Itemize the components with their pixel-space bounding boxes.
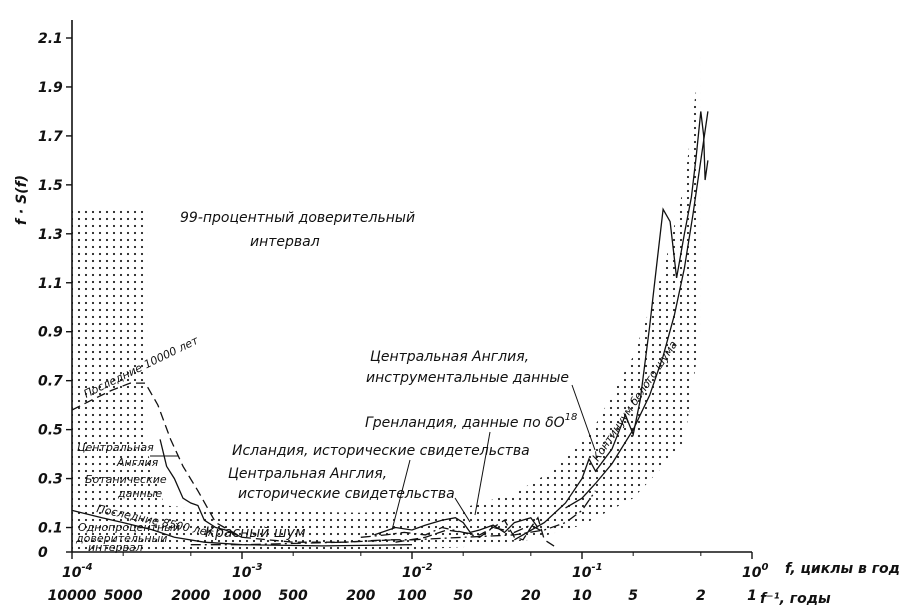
y-tick-label: 0.3 (38, 472, 63, 488)
leader-ce-historical (454, 497, 471, 523)
annotation-one-percent-1: Однопроцентный (78, 521, 180, 534)
y-axis-label: f · S(f) (14, 175, 30, 225)
y-tick-label: 2.1 (38, 31, 63, 47)
series-line-5 (374, 516, 539, 536)
annotation-greenland: Гренландия, данные по δO18 (365, 412, 577, 431)
x-tick-label-top: 10-4 (62, 562, 93, 581)
x-tick-label-top: 10-2 (402, 562, 433, 581)
x-tick-label-bottom: 10000 (48, 588, 97, 604)
annotations: 99-процентный доверительный интервал Пос… (75, 210, 680, 554)
x-tick-label-bottom: 5 (628, 588, 638, 604)
x-tick-label-bottom: 2000 (171, 588, 210, 604)
x-tick-label-bottom: 200 (346, 588, 375, 604)
series-line-7 (514, 111, 709, 541)
x-axis-label-bottom: f⁻¹, годы (760, 591, 831, 607)
series-line-0 (71, 382, 396, 543)
y-tick-label: 0.1 (38, 521, 63, 537)
leader-iceland (391, 459, 411, 531)
annotation-ce-instrumental-2: инструментальные данные (366, 370, 569, 386)
annotation-one-percent-3: интервал (88, 541, 143, 554)
confidence-band-layer (72, 50, 701, 552)
x-tick-label-top: 10-1 (572, 562, 603, 581)
leader-greenland (474, 431, 491, 516)
x-tick-label-top: 10-3 (232, 562, 263, 581)
annotation-ce-historical-1: Центральная Англия, (228, 466, 387, 482)
annotation-botanical-2: данные (117, 487, 162, 500)
series-line-6 (360, 524, 545, 539)
x-tick-label-bottom: 50 (453, 588, 473, 604)
annotation-central-england-2: Англия (116, 456, 159, 469)
annotation-greenland-sup: 18 (565, 412, 578, 423)
x-tick-label-bottom: 2 (696, 588, 706, 604)
y-tick-label: 1.5 (38, 178, 63, 194)
series-line-3 (190, 490, 597, 546)
y-ticks: 2.1 1.9 1.7 1.5 1.3 1.1 0.9 0.7 0.5 0.3 0.1 0 (38, 31, 72, 561)
x-tick-label-bottom: 500 (279, 588, 308, 604)
x-tick-label-bottom: 1 (747, 588, 757, 604)
x-tick-label-bottom: 20 (521, 588, 541, 604)
x-tick-label-top: 100 (742, 562, 768, 581)
x-ticks: 10-4 10-3 10-2 10-1 100 10000 5000 2000 1000 500 2… (48, 552, 768, 604)
annotation-iceland: Исландия, исторические свидетельства (232, 443, 530, 459)
y-tick-label: 1.9 (38, 80, 63, 96)
series-line-1 (159, 439, 243, 538)
series-layer (71, 111, 709, 548)
annotation-central-england-1: Центральная (77, 441, 154, 454)
x-tick-label-bottom: 1000 (223, 588, 262, 604)
y-tick-label: 0.9 (38, 325, 63, 341)
series-line-4 (395, 516, 557, 548)
y-tick-label: 0.7 (38, 374, 63, 390)
confidence-band-0 (72, 50, 701, 552)
y-tick-label: 1.3 (38, 227, 63, 243)
y-tick-label: 1.1 (38, 276, 63, 292)
leader-ce-instrumental (571, 384, 596, 451)
annotation-ce-historical-2: исторические свидетельства (238, 486, 455, 502)
annotation-confidence-interval-1: 99-процентный доверительный (180, 210, 415, 226)
x-tick-label-bottom: 100 (397, 588, 426, 604)
annotation-one-percent-2: доверительный (75, 532, 167, 545)
x-axis-label-top: f, циклы в год (785, 561, 900, 577)
y-tick-label: 1.7 (38, 129, 63, 145)
series-line-2 (71, 509, 413, 547)
y-tick-label: 0 (38, 545, 48, 561)
annotation-ce-instrumental-1: Центральная Англия, (370, 349, 529, 365)
series-line-8 (565, 111, 709, 509)
annotation-red-noise: Красный шум (205, 525, 306, 541)
annotation-greenland-text: Гренландия, данные по δO (365, 415, 565, 431)
y-tick-label: 0.5 (38, 423, 63, 439)
x-tick-label-bottom: 10 (572, 588, 592, 604)
annotation-confidence-interval-2: интервал (250, 234, 320, 250)
annotation-botanical-1: Ботанические (85, 473, 167, 486)
x-tick-label-bottom: 5000 (104, 588, 143, 604)
